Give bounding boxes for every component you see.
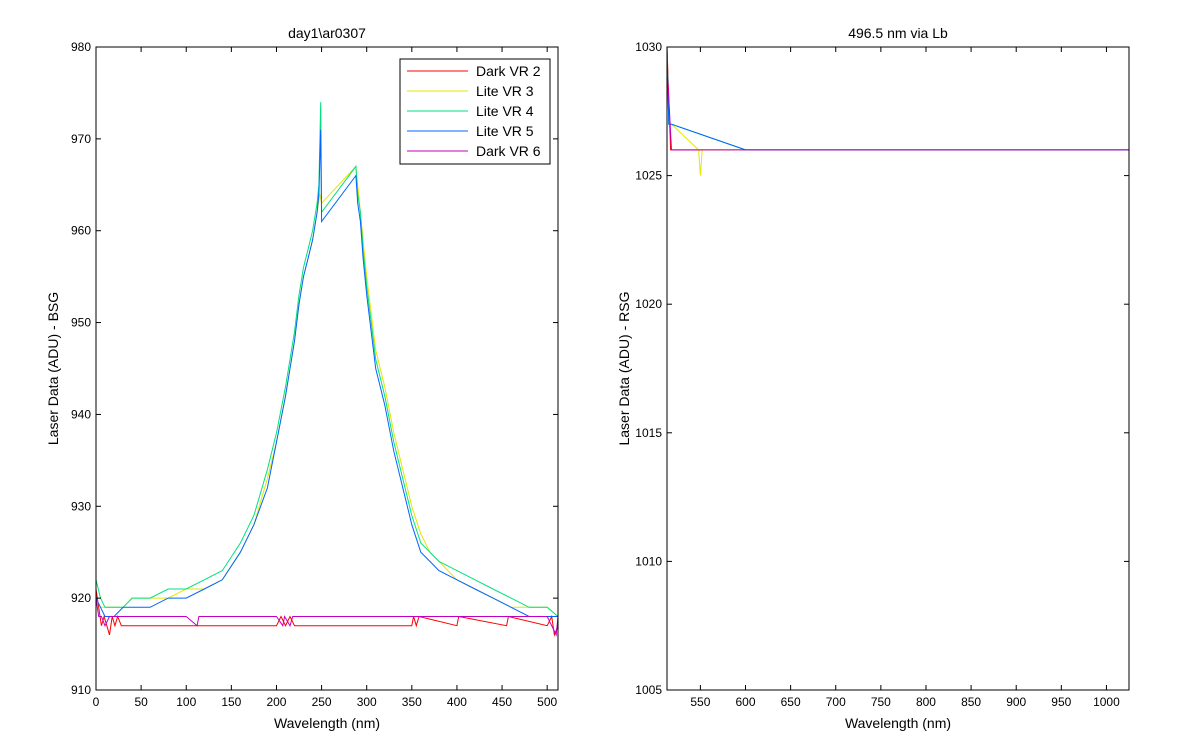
legend-label: Lite VR 5 <box>476 123 534 139</box>
x-tick-label: 1000 <box>1093 695 1120 709</box>
y-tick-label: 960 <box>71 224 91 238</box>
y-axis-label: Laser Data (ADU) - BSG <box>45 292 61 445</box>
x-tick-label: 0 <box>93 695 100 709</box>
y-tick-label: 1030 <box>635 40 662 54</box>
plot-2: 550 600 650 700 750 800 850 900 950 1000 1005 1010 1… <box>616 25 1130 731</box>
x-tick-label: 900 <box>1006 695 1026 709</box>
y-tick-label: 1025 <box>635 169 662 183</box>
plot-1: 0 50 100 150 200 250 300 350 400 450 500 910 920 930 9… <box>45 25 559 731</box>
x-axis-label: Wavelength (nm) <box>274 715 380 731</box>
x-axis-label: Wavelength (nm) <box>845 715 951 731</box>
x-tick-label: 550 <box>690 695 710 709</box>
x-tick-label: 950 <box>1051 695 1071 709</box>
plot-title: 496.5 nm via Lb <box>848 25 948 41</box>
series-line-dark-vr-2 <box>96 588 558 637</box>
series-line-lite-vr-4 <box>96 102 558 617</box>
x-tick-label: 600 <box>735 695 755 709</box>
series-line-lite-vr-5 <box>96 129 558 617</box>
plot-area <box>667 47 1129 690</box>
plot-title: day1\ar0307 <box>288 25 366 41</box>
x-tick-label: 700 <box>826 695 846 709</box>
axes-box <box>95 46 559 691</box>
y-tick-label: 980 <box>71 40 91 54</box>
y-tick-label: 910 <box>71 683 91 697</box>
x-tick-label: 100 <box>176 695 196 709</box>
legend-label: Dark VR 6 <box>476 143 541 159</box>
y-axis-label: Laser Data (ADU) - RSG <box>616 291 632 445</box>
x-tick-label: 250 <box>312 695 332 709</box>
x-tick-label: 300 <box>357 695 377 709</box>
y-tick-label: 940 <box>71 407 91 421</box>
y-tick-label: 1005 <box>635 683 662 697</box>
y-tick-label: 970 <box>71 132 91 146</box>
x-tick-label: 500 <box>537 695 557 709</box>
axes-box <box>666 46 1130 691</box>
legend-label: Dark VR 2 <box>476 63 541 79</box>
x-tick-label: 450 <box>492 695 512 709</box>
series-line-dark-vr-6 <box>667 72 1129 151</box>
legend-label: Lite VR 3 <box>476 83 534 99</box>
legend-label: Lite VR 4 <box>476 103 534 119</box>
x-tick-label: 850 <box>961 695 981 709</box>
y-tick-label: 920 <box>71 591 91 605</box>
x-tick-label: 650 <box>781 695 801 709</box>
x-tick-label: 150 <box>221 695 241 709</box>
series-group <box>667 47 1129 176</box>
x-tick-label: 400 <box>447 695 467 709</box>
y-tick-label: 1020 <box>635 297 662 311</box>
x-tick-label: 200 <box>266 695 286 709</box>
y-tick-label: 950 <box>71 316 91 330</box>
x-tick-label: 750 <box>871 695 891 709</box>
legend: Dark VR 2 Lite VR 3 Lite VR 4 Lite VR 5 Dark… <box>399 58 551 165</box>
y-tick-label: 1010 <box>635 554 662 568</box>
series-group <box>96 102 558 637</box>
y-tick-label: 930 <box>71 499 91 513</box>
y-tick-label: 1015 <box>635 426 662 440</box>
x-tick-label: 800 <box>916 695 936 709</box>
x-tick-label: 50 <box>134 695 148 709</box>
series-line-dark-vr-6 <box>96 598 558 637</box>
x-tick-label: 350 <box>402 695 422 709</box>
